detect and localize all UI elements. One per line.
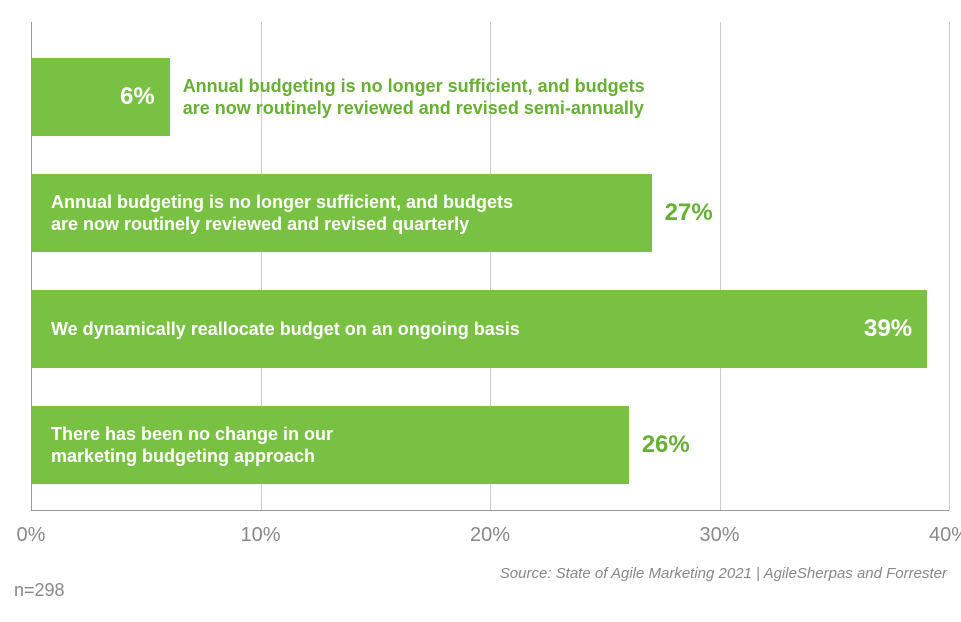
bar-value: 26% <box>642 431 690 459</box>
x-tick-label: 40% <box>929 524 961 547</box>
x-tick-label: 30% <box>699 524 739 547</box>
gridline <box>720 22 721 510</box>
x-tick-label: 10% <box>240 524 280 547</box>
source-citation: Source: State of Agile Marketing 2021 | … <box>500 565 947 582</box>
bar-label-line1: There has been no change in our <box>51 423 333 446</box>
bar-label-line1: We dynamically reallocate budget on an o… <box>51 318 520 341</box>
bar-value: 39% <box>864 315 912 343</box>
bar-label-line2: marketing budgeting approach <box>51 445 333 468</box>
bar-label-line1: Annual budgeting is no longer sufficient… <box>51 191 513 214</box>
bar-value: 27% <box>665 199 713 227</box>
x-tick-label: 0% <box>17 524 46 547</box>
bar-label: Annual budgeting is no longer sufficient… <box>183 75 645 120</box>
bar-label-line2: are now routinely reviewed and revised s… <box>183 97 645 120</box>
bar-label-line2: are now routinely reviewed and revised q… <box>51 213 513 236</box>
x-tick-label: 20% <box>470 524 510 547</box>
bar-label-line1: Annual budgeting is no longer sufficient… <box>183 75 645 98</box>
bar-label: There has been no change in ourmarketing… <box>51 423 333 468</box>
x-axis <box>31 510 949 511</box>
bar-value: 6% <box>120 83 155 111</box>
bar-label: We dynamically reallocate budget on an o… <box>51 318 520 341</box>
bar-label: Annual budgeting is no longer sufficient… <box>51 191 513 236</box>
gridline <box>949 22 950 510</box>
sample-size: n=298 <box>14 580 65 601</box>
